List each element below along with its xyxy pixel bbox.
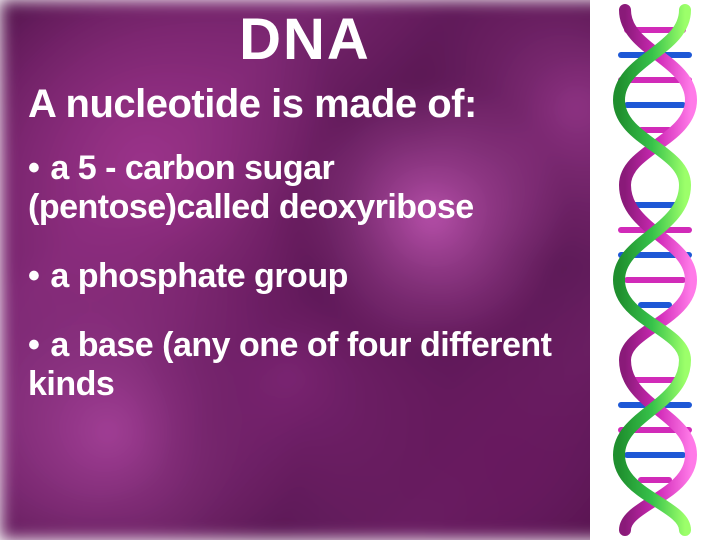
bullet-item: • a base (any one of four different kind…	[28, 326, 558, 404]
bullet-dot: •	[28, 257, 41, 295]
dna-helix-icon	[601, 0, 709, 540]
bullet-text: a 5 - carbon sugar (pentose)called deoxy…	[28, 149, 474, 226]
bullet-dot: •	[28, 149, 41, 187]
dna-helix-column	[590, 0, 720, 540]
bullet-text: a phosphate group	[50, 257, 348, 295]
bullet-text: a base (any one of four different kinds	[28, 326, 551, 403]
bullet-item: • a 5 - carbon sugar (pentose)called deo…	[28, 149, 558, 227]
bullet-item: • a phosphate group	[28, 257, 558, 296]
bullet-dot: •	[28, 326, 41, 364]
